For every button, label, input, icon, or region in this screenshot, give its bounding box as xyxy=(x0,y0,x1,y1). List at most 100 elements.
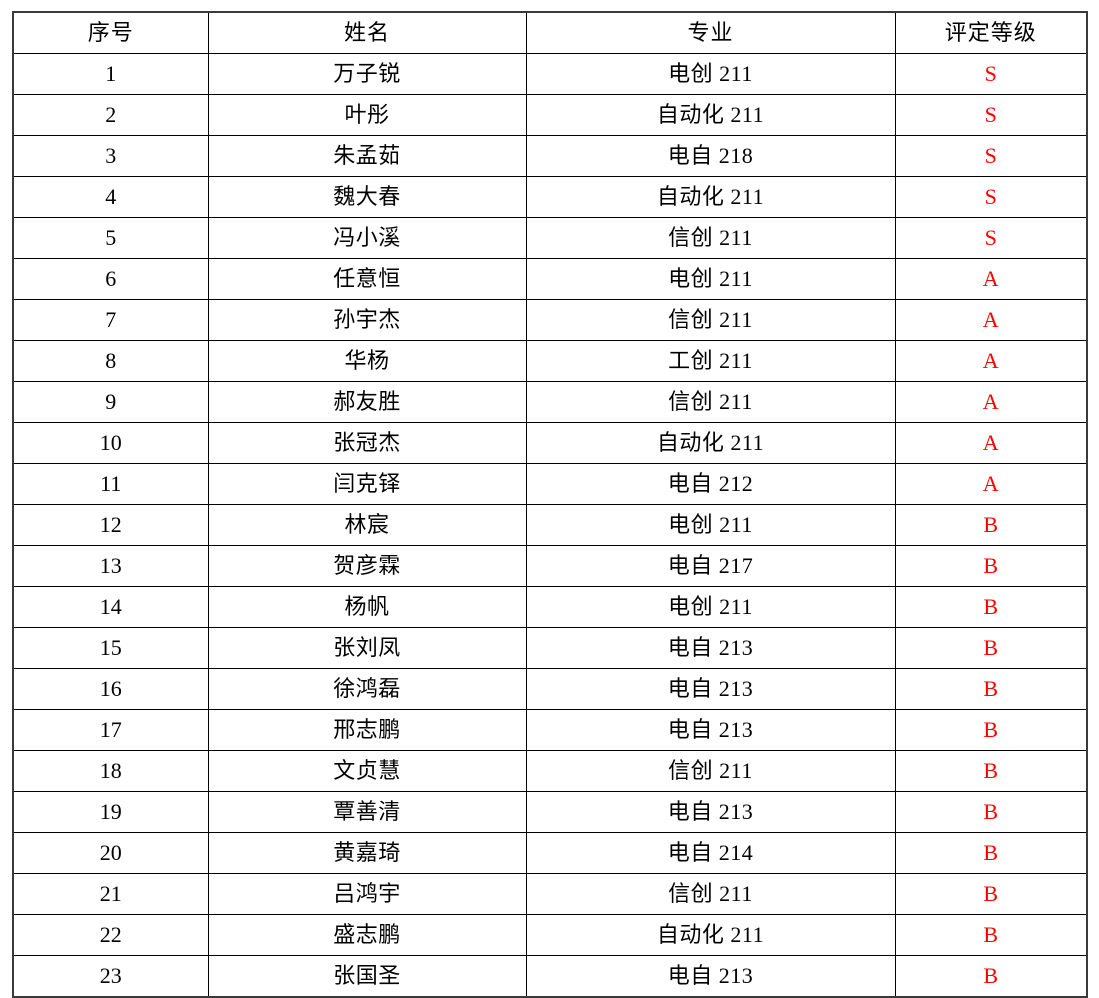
table-row: 10 张冠杰 自动化 211 A xyxy=(12,422,1088,464)
table-header-row: 序号 姓名 专业 评定等级 xyxy=(12,11,1088,54)
table-body: 1 万子锐 电创 211 S 2 叶彤 自动化 211 S 3 朱孟茹 电自 218 S 4 魏大春 自动化… xyxy=(12,53,1088,998)
cell-student-name: 覃善清 xyxy=(207,791,527,833)
cell-major: 信创 211 xyxy=(525,299,896,341)
cell-grade: A xyxy=(894,258,1088,300)
cell-index: 14 xyxy=(12,586,209,628)
cell-index: 21 xyxy=(12,873,209,915)
cell-index: 20 xyxy=(12,832,209,874)
cell-student-name: 邢志鹏 xyxy=(207,709,527,751)
table-row: 14 杨帆 电创 211 B xyxy=(12,586,1088,628)
cell-major: 工创 211 xyxy=(525,340,896,382)
cell-student-name: 魏大春 xyxy=(207,176,527,218)
cell-major: 电自 213 xyxy=(525,791,896,833)
cell-major: 电自 217 xyxy=(525,545,896,587)
cell-student-name: 华杨 xyxy=(207,340,527,382)
cell-student-name: 盛志鹏 xyxy=(207,914,527,956)
cell-grade: A xyxy=(894,340,1088,382)
cell-grade: S xyxy=(894,217,1088,259)
cell-grade: B xyxy=(894,914,1088,956)
cell-student-name: 文贞慧 xyxy=(207,750,527,792)
table-row: 3 朱孟茹 电自 218 S xyxy=(12,135,1088,177)
cell-grade: S xyxy=(894,94,1088,136)
cell-index: 7 xyxy=(12,299,209,341)
cell-major: 电创 211 xyxy=(525,258,896,300)
cell-student-name: 任意恒 xyxy=(207,258,527,300)
cell-index: 16 xyxy=(12,668,209,710)
table-row: 2 叶彤 自动化 211 S xyxy=(12,94,1088,136)
table-row: 13 贺彦霖 电自 217 B xyxy=(12,545,1088,587)
table-row: 12 林宸 电创 211 B xyxy=(12,504,1088,546)
cell-major: 电自 212 xyxy=(525,463,896,505)
cell-index: 4 xyxy=(12,176,209,218)
table-row: 16 徐鸿磊 电自 213 B xyxy=(12,668,1088,710)
cell-major: 信创 211 xyxy=(525,217,896,259)
table-row: 20 黄嘉琦 电自 214 B xyxy=(12,832,1088,874)
cell-major: 电自 214 xyxy=(525,832,896,874)
table-row: 11 闫克铎 电自 212 A xyxy=(12,463,1088,505)
cell-index: 2 xyxy=(12,94,209,136)
cell-grade: A xyxy=(894,463,1088,505)
grade-assessment-table: 序号 姓名 专业 评定等级 1 万子锐 电创 211 S 2 叶彤 自动化 211 S 3 朱孟茹… xyxy=(12,11,1088,998)
cell-index: 10 xyxy=(12,422,209,464)
cell-index: 12 xyxy=(12,504,209,546)
cell-grade: B xyxy=(894,668,1088,710)
column-header-major: 专业 xyxy=(525,11,896,54)
cell-student-name: 吕鸿宇 xyxy=(207,873,527,915)
table-row: 18 文贞慧 信创 211 B xyxy=(12,750,1088,792)
table-row: 15 张刘凤 电自 213 B xyxy=(12,627,1088,669)
cell-grade: A xyxy=(894,381,1088,423)
cell-index: 19 xyxy=(12,791,209,833)
cell-grade: B xyxy=(894,709,1088,751)
table-header: 序号 姓名 专业 评定等级 xyxy=(12,11,1088,54)
cell-grade: S xyxy=(894,135,1088,177)
cell-index: 17 xyxy=(12,709,209,751)
cell-grade: B xyxy=(894,545,1088,587)
cell-grade: B xyxy=(894,627,1088,669)
table-row: 9 郝友胜 信创 211 A xyxy=(12,381,1088,423)
cell-student-name: 郝友胜 xyxy=(207,381,527,423)
cell-index: 1 xyxy=(12,53,209,95)
cell-student-name: 林宸 xyxy=(207,504,527,546)
cell-grade: A xyxy=(894,299,1088,341)
cell-major: 电创 211 xyxy=(525,586,896,628)
cell-grade: B xyxy=(894,750,1088,792)
table-row: 5 冯小溪 信创 211 S xyxy=(12,217,1088,259)
cell-index: 18 xyxy=(12,750,209,792)
table-row: 21 吕鸿宇 信创 211 B xyxy=(12,873,1088,915)
cell-index: 8 xyxy=(12,340,209,382)
cell-major: 自动化 211 xyxy=(525,94,896,136)
cell-index: 22 xyxy=(12,914,209,956)
column-header-name: 姓名 xyxy=(207,11,527,54)
cell-grade: B xyxy=(894,832,1088,874)
cell-student-name: 杨帆 xyxy=(207,586,527,628)
cell-major: 电创 211 xyxy=(525,504,896,546)
cell-student-name: 徐鸿磊 xyxy=(207,668,527,710)
cell-grade: S xyxy=(894,176,1088,218)
cell-index: 15 xyxy=(12,627,209,669)
cell-grade: S xyxy=(894,53,1088,95)
cell-grade: A xyxy=(894,422,1088,464)
cell-grade: B xyxy=(894,586,1088,628)
cell-student-name: 孙宇杰 xyxy=(207,299,527,341)
cell-major: 电自 218 xyxy=(525,135,896,177)
table-row: 17 邢志鹏 电自 213 B xyxy=(12,709,1088,751)
cell-index: 5 xyxy=(12,217,209,259)
cell-student-name: 叶彤 xyxy=(207,94,527,136)
cell-major: 信创 211 xyxy=(525,873,896,915)
cell-student-name: 冯小溪 xyxy=(207,217,527,259)
cell-major: 自动化 211 xyxy=(525,176,896,218)
cell-major: 电自 213 xyxy=(525,627,896,669)
cell-major: 电自 213 xyxy=(525,709,896,751)
table-row: 22 盛志鹏 自动化 211 B xyxy=(12,914,1088,956)
table-row: 1 万子锐 电创 211 S xyxy=(12,53,1088,95)
cell-index: 6 xyxy=(12,258,209,300)
cell-student-name: 张冠杰 xyxy=(207,422,527,464)
cell-student-name: 万子锐 xyxy=(207,53,527,95)
cell-student-name: 黄嘉琦 xyxy=(207,832,527,874)
cell-index: 3 xyxy=(12,135,209,177)
table-row: 19 覃善清 电自 213 B xyxy=(12,791,1088,833)
cell-major: 电自 213 xyxy=(525,668,896,710)
cell-student-name: 贺彦霖 xyxy=(207,545,527,587)
column-header-grade: 评定等级 xyxy=(894,11,1088,54)
